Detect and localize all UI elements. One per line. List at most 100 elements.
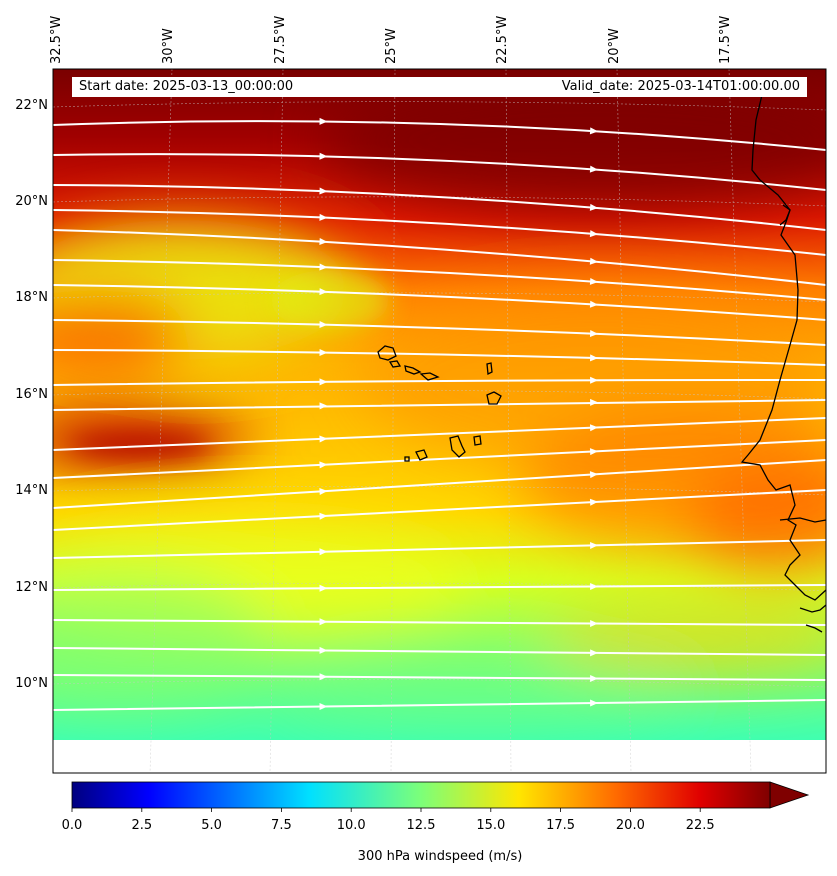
streamline: [53, 399, 826, 411]
streamline: [53, 229, 826, 286]
longitude-label: 30°W: [161, 28, 176, 64]
streamline: [53, 120, 826, 151]
streamline: [53, 417, 826, 451]
streamline-arrowhead: [589, 230, 599, 238]
cape-verde-boa-vista: [486, 391, 502, 405]
streamline-arrowhead: [589, 424, 599, 432]
coast-segment: [779, 204, 791, 226]
streamline-arrowhead: [319, 618, 328, 626]
colorbar: [71, 781, 810, 812]
streamline: [53, 647, 826, 656]
coastline: [377, 94, 827, 633]
streamline-arrowhead: [590, 583, 599, 591]
colorbar-tick-label: 0.0: [61, 818, 83, 833]
streamline-arrowhead: [319, 584, 328, 592]
cape-verde-sao-vicente: [388, 360, 402, 368]
latitude-label: 12°N: [15, 580, 48, 595]
colorbar-tick-label: 5.0: [201, 818, 222, 833]
streamline-arrowhead: [319, 378, 328, 386]
streamline-arrowhead: [589, 257, 599, 265]
colorbar-tick-label: 10.0: [336, 818, 366, 833]
start-date-label: Start date: 2025-03-13_00:00:00: [79, 79, 294, 94]
colorbar-tick-label: 12.5: [406, 818, 436, 833]
cape-verde-santo-antao: [377, 345, 397, 361]
coast-segment-south: [779, 517, 827, 633]
streamline: [53, 699, 826, 711]
latitude-label: 22°N: [15, 98, 48, 113]
streamline-arrowhead: [319, 435, 328, 443]
colorbar-label: 300 hPa windspeed (m/s): [357, 849, 523, 864]
streamline-arrowhead: [319, 187, 328, 195]
streamline-arrowhead: [590, 699, 599, 707]
streamline-arrowhead: [319, 117, 328, 125]
date-header: Start date: 2025-03-13_00:00:00 Valid_da…: [72, 77, 807, 97]
streamline-arrowhead: [319, 548, 328, 556]
streamline-arrowhead: [589, 277, 599, 285]
map-frame: [52, 68, 827, 774]
streamline-arrowhead: [589, 300, 599, 308]
streamline: [53, 439, 826, 479]
streamline: [53, 539, 826, 559]
cape-verde-maio: [473, 435, 482, 446]
streamline-arrowhead: [590, 376, 599, 384]
streamline-arrowhead: [589, 127, 599, 135]
longitude-label: 32.5°W: [49, 15, 64, 64]
streamline-arrowhead: [319, 263, 328, 271]
longitude-label: 25°W: [384, 28, 399, 64]
latitude-label: 14°N: [15, 483, 48, 498]
colorbar-tick-label: 2.5: [131, 818, 153, 833]
longitude-label: 27.5°W: [273, 15, 288, 64]
latitude-label: 18°N: [15, 290, 48, 305]
streamline-arrowhead: [319, 288, 328, 296]
wind-streamlines: [53, 117, 826, 711]
streamline-arrowhead: [319, 703, 328, 711]
streamline-arrowhead: [589, 330, 599, 338]
streamline-arrowhead: [590, 541, 599, 549]
streamline: [53, 259, 826, 301]
streamline-arrowhead: [319, 402, 328, 410]
streamline-arrowhead: [589, 498, 599, 506]
streamline-arrowhead: [590, 649, 599, 657]
streamline: [53, 319, 826, 346]
streamline-arrowhead: [319, 213, 328, 221]
colorbar-tick-label: 20.0: [615, 818, 645, 833]
cape-verde-santiago: [449, 435, 466, 458]
streamline: [53, 459, 826, 509]
colorbar-tick-label: 15.0: [476, 818, 506, 833]
cape-verde-santa-luzia: [419, 372, 440, 381]
colorbar-tick-label: 7.5: [271, 818, 292, 833]
streamline-arrowhead: [319, 673, 328, 681]
cape-verde-sal: [486, 362, 493, 376]
colorbar-gradient: [72, 782, 770, 808]
streamline-arrowhead: [590, 674, 599, 682]
colorbar-tick-label: 17.5: [546, 818, 576, 833]
streamline: [53, 284, 826, 321]
streamline: [53, 153, 826, 191]
streamline-arrowhead: [590, 619, 599, 627]
streamline: [53, 619, 826, 626]
streamline: [53, 184, 826, 231]
cape-verde-sao-nicolau: [404, 365, 422, 375]
streamline: [53, 584, 826, 591]
streamline-arrowhead: [589, 203, 599, 211]
valid-date-label: Valid_date: 2025-03-14T01:00:00.00: [561, 79, 800, 94]
streamline: [53, 378, 826, 386]
streamline-arrowhead: [319, 461, 328, 469]
streamline-arrowhead: [319, 321, 328, 329]
cape-verde-fogo: [415, 449, 428, 461]
streamline-arrowhead: [589, 471, 599, 479]
streamline-arrowhead: [590, 354, 599, 362]
longitude-label: 20°W: [607, 28, 622, 64]
streamline-arrowhead: [589, 165, 599, 173]
windspeed-field: [53, 69, 826, 740]
streamline-arrowhead: [319, 646, 328, 654]
streamline-arrowhead: [589, 448, 599, 456]
streamline: [53, 489, 826, 531]
colorbar-extend-arrow: [769, 781, 810, 809]
colorbar-tick-label: 22.5: [685, 818, 715, 833]
streamline-arrowhead: [319, 348, 328, 356]
streamline: [53, 349, 826, 366]
streamline-arrowhead: [590, 398, 599, 406]
streamline-arrowhead: [319, 152, 328, 160]
